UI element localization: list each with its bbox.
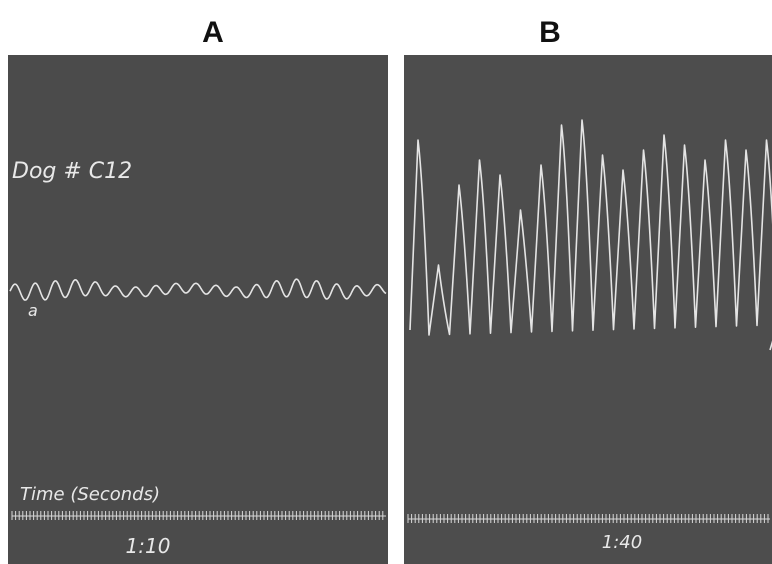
panel-b xyxy=(404,55,772,564)
ratio-label: 1:40 xyxy=(602,532,642,553)
time-marker-b xyxy=(407,514,770,523)
trace-label: a xyxy=(28,301,38,320)
time-marker-a xyxy=(11,511,386,520)
trace-b xyxy=(409,119,772,351)
panel-a xyxy=(8,55,388,564)
ratio-label: 1:10 xyxy=(126,534,171,558)
dog-label: Dog # C12 xyxy=(12,159,132,184)
trace-a xyxy=(9,278,387,301)
panel-label: A xyxy=(202,16,224,49)
time-label: Time (Seconds) xyxy=(20,484,160,505)
panel-label: B xyxy=(539,16,561,49)
